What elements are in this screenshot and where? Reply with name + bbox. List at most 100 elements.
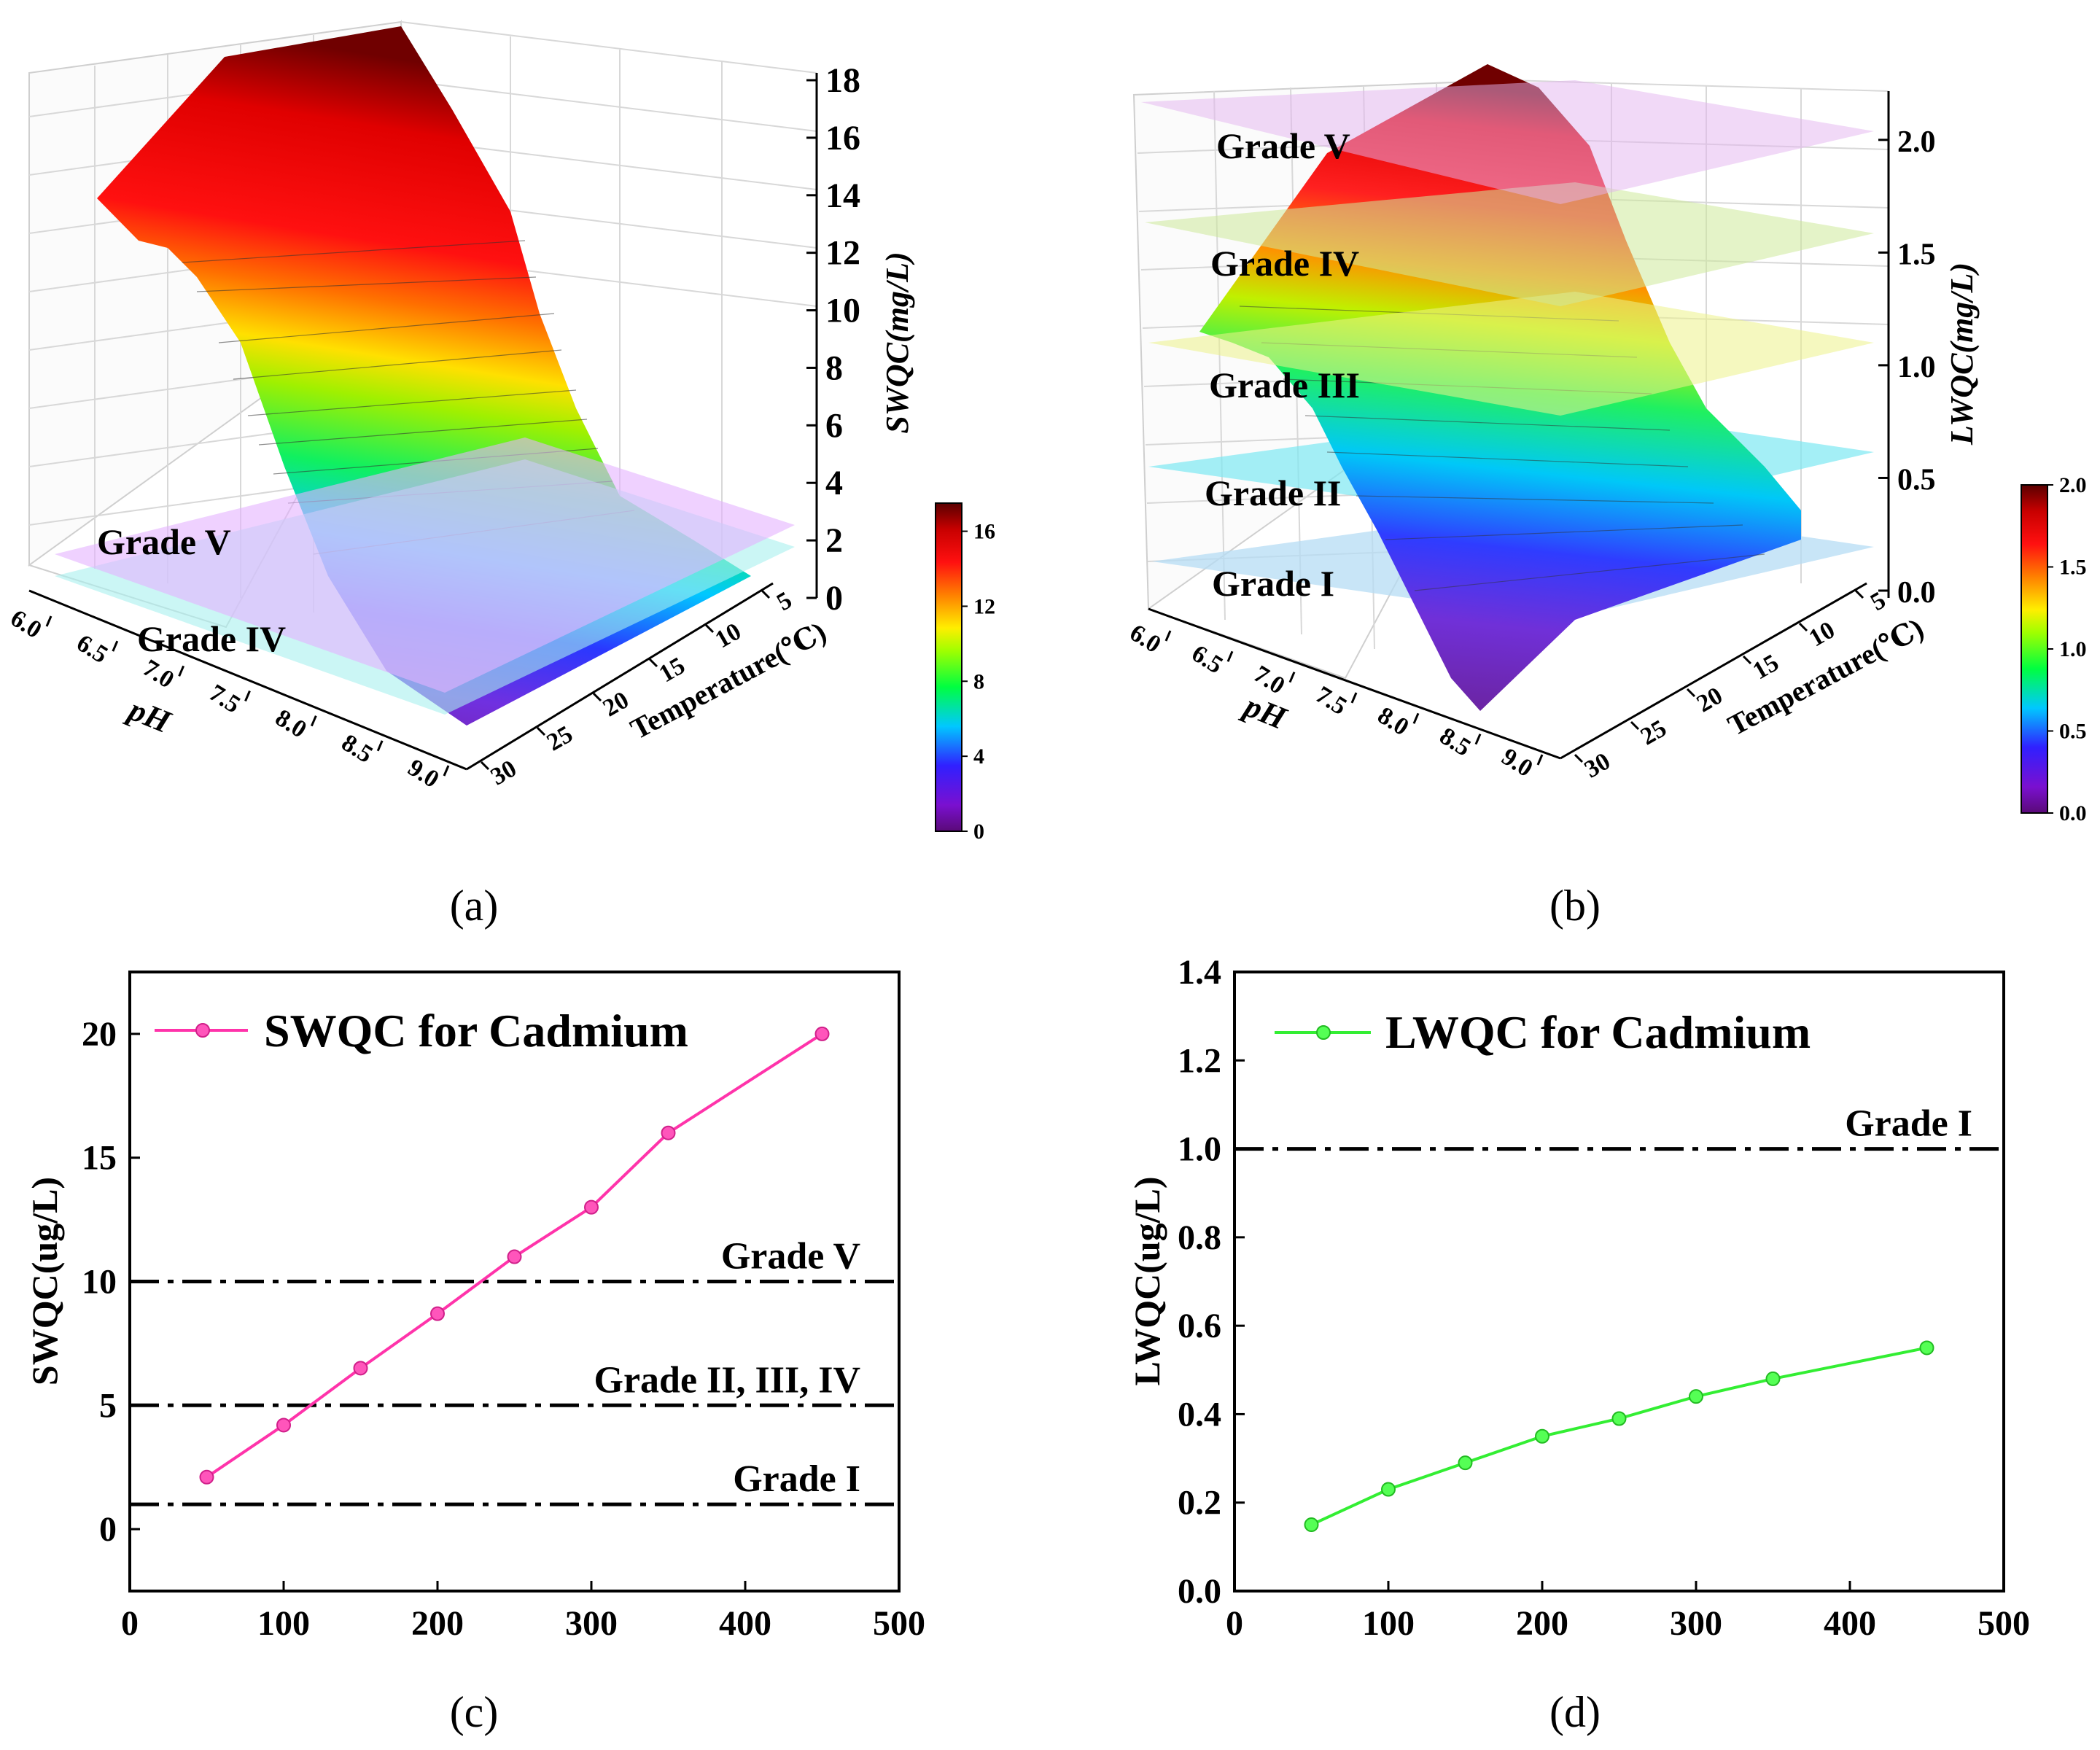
c-series-line: [206, 1032, 823, 1479]
d-y-tick-label: 1.2: [1178, 1041, 1221, 1080]
a-colorbar-tick-label: 12: [973, 594, 995, 618]
a-colorbar-tick-label: 8: [973, 669, 984, 693]
panel-a-plane-label-grade-iv: Grade IV: [137, 618, 286, 659]
panel-b-plane-grade-iii: [1148, 292, 1874, 416]
c-x-tick-label: 100: [257, 1604, 310, 1643]
d-x-tick-label: 500: [1978, 1604, 2030, 1643]
a-z-tick-label: 14: [825, 176, 860, 215]
panel-b-plane-label-grade-i: Grade I: [1212, 563, 1334, 604]
panel-a-plane-grade-v: [55, 438, 795, 693]
panel-a-colorbar: [935, 502, 962, 832]
a-ph-tick-mark: [178, 665, 185, 677]
a-temp-tick-mark: [761, 589, 771, 599]
panel-b-colorbar: [2021, 484, 2048, 814]
b-colorbar-tick-label: 1.5: [2059, 556, 2087, 580]
a-z-tick-label: 6: [825, 406, 843, 445]
b-ph-tick-label: 6.0: [1125, 619, 1166, 658]
a-temp-tick-label: 30: [486, 755, 521, 790]
panel-a-z-label: SWQC(mg/L): [879, 252, 915, 433]
d-data-point: [1381, 1482, 1396, 1497]
panel-b-colorbar-ticks: 0.0 0.5 1.0 1.5 2.0: [2048, 473, 2087, 825]
panel-d-series: [1304, 1340, 1934, 1533]
b-ph-tick-mark: [1350, 692, 1358, 704]
c-x-tick-label: 400: [719, 1604, 771, 1643]
panel-d-legend: LWQC for Cadmium: [1275, 1006, 1811, 1058]
c-x-tick-label: 200: [411, 1604, 464, 1643]
c-y-tick-label: 0: [99, 1510, 117, 1549]
c-x-tick-label: 0: [121, 1604, 139, 1643]
c-x-tick-label: 300: [565, 1604, 618, 1643]
a-ph-tick-label: 8.5: [337, 729, 378, 769]
panel-a-plane-label-grade-v: Grade V: [97, 521, 231, 562]
d-x-tick-label: 200: [1516, 1604, 1568, 1643]
panel-c-legend-label: SWQC for Cadmium: [264, 1005, 688, 1057]
c-y-tick-label: 20: [82, 1015, 117, 1054]
a-ph-tick-mark: [376, 740, 384, 752]
panel-b-plane-label-grade-ii: Grade II: [1205, 472, 1342, 513]
c-threshold-label: Grade I: [733, 1458, 860, 1500]
panel-d-axis-ticks: 0 100 200 300 400 500 0.0 0.2 0.4 0.6 0.8 1.0 1.2 1.4: [1178, 953, 2030, 1643]
b-temp-tick-label: 25: [1636, 715, 1671, 750]
b-temp-tick-mark: [1798, 622, 1808, 632]
panel-a-z-ticks: 0 2 4 6 8 10 12 14 16 18: [806, 61, 860, 618]
panel-b-plane-grade-iv: [1145, 182, 1874, 306]
d-data-point: [1535, 1428, 1549, 1444]
panel-a-caption: (a): [450, 882, 499, 930]
panel-a: 0 2 4 6 8 10 12 14 16 18 SWQC(mg/L) 6.0 6.5 7.0 7.5 8…: [6, 19, 995, 930]
d-data-point: [1304, 1517, 1319, 1533]
c-y-tick-label: 10: [82, 1263, 117, 1302]
d-y-tick-label: 0.8: [1178, 1218, 1221, 1257]
panel-c-caption: (c): [450, 1688, 499, 1736]
b-colorbar-tick-label: 0.0: [2059, 801, 2087, 825]
a-temp-tick-mark: [592, 692, 602, 702]
c-data-point: [584, 1199, 599, 1215]
a-z-tick-label: 0: [825, 579, 843, 618]
c-threshold-label: Grade V: [721, 1236, 860, 1278]
a-z-tick-label: 16: [825, 119, 860, 158]
b-ph-tick-mark: [1536, 754, 1544, 766]
b-colorbar-tick-label: 0.5: [2059, 720, 2087, 744]
panel-c-series: [199, 1026, 830, 1485]
c-data-point: [353, 1361, 368, 1376]
panel-b-plane-label-grade-iv: Grade IV: [1210, 243, 1359, 284]
b-ph-tick-label: 9.0: [1497, 743, 1538, 782]
panel-a-colorbar-ticks: 0 4 8 12 16: [962, 520, 995, 844]
d-series-line: [1310, 1346, 1927, 1526]
panel-a-x-label: pH: [121, 691, 176, 741]
d-y-tick-label: 0.0: [1178, 1572, 1221, 1611]
a-colorbar-tick-label: 16: [973, 520, 995, 544]
panel-c-axis-ticks: 0 100 200 300 400 500 0 5 10 15 20: [82, 1015, 925, 1643]
a-colorbar-tick-label: 4: [973, 744, 984, 769]
c-x-tick-label: 500: [873, 1604, 925, 1643]
b-ph-tick-mark: [1474, 734, 1482, 745]
a-temp-tick-label: 5: [772, 587, 796, 617]
a-z-tick-label: 12: [825, 234, 860, 273]
d-data-point: [1765, 1371, 1781, 1386]
panel-c-y-label: SWQC(ug/L): [24, 1177, 65, 1385]
b-ph-tick-label: 8.0: [1373, 701, 1414, 741]
b-temp-tick-mark: [1574, 753, 1584, 763]
b-z-tick-label: 2.0: [1897, 125, 1936, 159]
c-data-point: [814, 1026, 830, 1041]
b-ph-tick-mark: [1226, 650, 1234, 662]
a-z-tick-label: 18: [825, 61, 860, 100]
d-x-tick-label: 0: [1226, 1604, 1243, 1643]
b-colorbar-tick-label: 2.0: [2059, 473, 2087, 497]
a-z-tick-label: 10: [825, 292, 860, 330]
d-threshold-label: Grade I: [1845, 1103, 1972, 1145]
panel-c: 0 100 200 300 400 500 0 5 10 15 20 Grade V Grade II…: [24, 971, 925, 1736]
panel-d-y-label: LWQC(ug/L): [1127, 1176, 1167, 1385]
d-y-tick-label: 1.4: [1178, 953, 1221, 992]
b-temp-tick-mark: [1630, 720, 1640, 731]
a-ph-tick-label: 8.0: [271, 704, 311, 744]
b-temp-tick-mark: [1854, 589, 1864, 599]
panel-d-thresholds: Grade I: [1234, 1103, 2004, 1151]
panel-d-legend-label: LWQC for Cadmium: [1385, 1006, 1811, 1058]
b-ph-tick-label: 7.5: [1311, 681, 1352, 720]
panel-d-caption: (d): [1549, 1688, 1601, 1736]
d-y-tick-label: 1.0: [1178, 1130, 1221, 1169]
b-temp-tick-mark: [1686, 688, 1696, 698]
panel-c-thresholds: Grade V Grade II, III, IV Grade I: [130, 1236, 899, 1506]
b-z-tick-label: 1.0: [1897, 351, 1936, 384]
b-z-tick-label: 0.0: [1897, 576, 1936, 610]
